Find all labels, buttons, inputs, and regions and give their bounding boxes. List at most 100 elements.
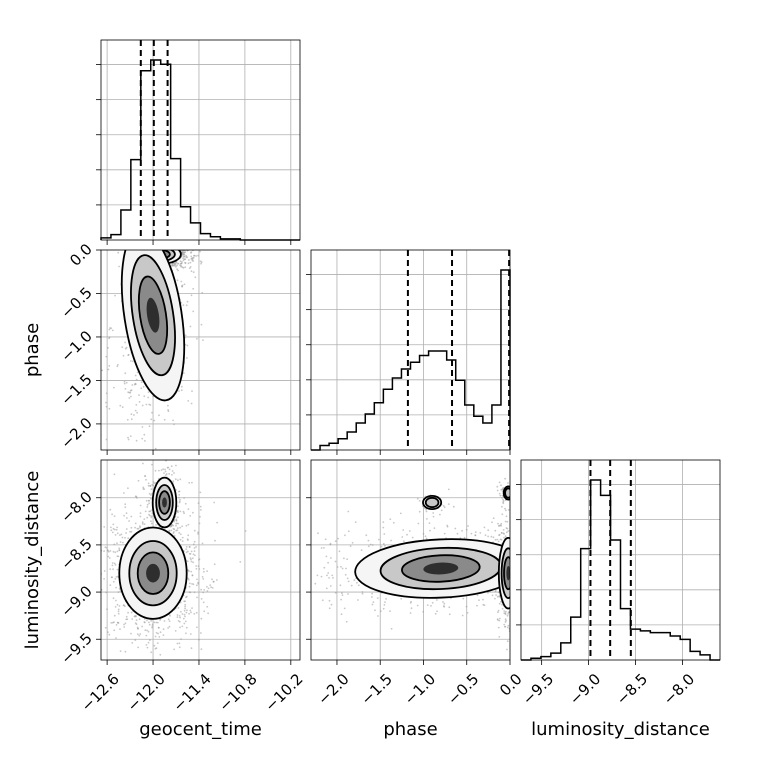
sample-point — [523, 580, 525, 582]
sample-point — [103, 570, 106, 572]
sample-point — [214, 539, 216, 542]
sample-point — [183, 248, 185, 250]
panel-frame-luminosity_distance-phase — [310, 459, 511, 661]
sample-point — [497, 540, 500, 543]
sample-point — [516, 563, 518, 565]
sample-point — [92, 562, 94, 564]
sample-point — [512, 602, 514, 604]
sample-point — [516, 639, 518, 641]
sample-point — [138, 394, 140, 396]
sample-point — [498, 595, 501, 598]
sample-point — [115, 624, 118, 626]
sample-point — [168, 242, 170, 244]
sample-point — [211, 587, 214, 589]
sample-point — [340, 598, 342, 601]
sample-point — [206, 590, 209, 592]
sample-point — [207, 587, 210, 590]
sample-point — [168, 468, 171, 471]
sample-point — [165, 248, 167, 250]
sample-point — [369, 543, 372, 546]
sample-point — [167, 410, 170, 413]
sample-point — [157, 207, 159, 209]
sample-point — [190, 570, 193, 573]
sample-point — [340, 613, 343, 616]
sample-point — [148, 246, 150, 248]
sample-point — [137, 217, 139, 219]
density-level-3-0 — [423, 562, 459, 575]
sample-point — [512, 605, 514, 607]
sample-point — [533, 538, 535, 540]
sample-point — [206, 585, 208, 588]
sample-point — [510, 504, 512, 506]
sample-point — [157, 237, 159, 239]
sample-point — [108, 328, 111, 331]
sample-point — [188, 591, 191, 594]
sample-point — [511, 623, 513, 625]
sample-point — [124, 347, 127, 350]
sample-point — [502, 532, 505, 535]
sample-point — [147, 484, 150, 487]
sample-point — [89, 569, 91, 571]
sample-point — [148, 241, 150, 243]
sample-point — [505, 619, 507, 622]
sample-point — [182, 510, 185, 513]
y-tick-label-phase: −1.5 — [57, 371, 95, 409]
sample-point — [184, 245, 186, 247]
sample-point — [151, 248, 153, 250]
sample-point — [150, 620, 153, 622]
sample-point — [383, 604, 386, 606]
sample-point — [111, 564, 114, 567]
sample-point — [167, 246, 169, 248]
sample-point — [125, 381, 128, 384]
sample-point — [434, 612, 437, 615]
sample-point — [512, 615, 514, 617]
sample-point — [176, 529, 179, 531]
sample-point — [515, 569, 517, 571]
y-tick-label-luminosity_distance: −8.0 — [57, 488, 95, 526]
sample-point — [174, 212, 176, 214]
sample-point — [281, 570, 283, 572]
sample-point — [510, 562, 512, 564]
sample-point — [511, 575, 513, 577]
sample-point — [116, 603, 119, 606]
sample-point — [127, 354, 130, 357]
sample-point — [518, 528, 520, 530]
sample-point — [492, 517, 495, 520]
sample-point — [340, 565, 342, 568]
sample-point — [137, 646, 140, 649]
density-phase-geocent_time — [120, 250, 186, 402]
sample-point — [410, 607, 413, 610]
sample-point — [115, 586, 117, 589]
sample-point — [502, 487, 505, 489]
sample-point — [525, 552, 527, 554]
sample-point — [511, 597, 513, 599]
sample-point — [510, 591, 512, 593]
sample-point — [143, 395, 146, 398]
sample-point — [497, 522, 499, 525]
sample-point — [126, 672, 128, 674]
sample-point — [141, 426, 144, 428]
sample-point — [116, 365, 119, 368]
sample-point — [515, 612, 517, 614]
sample-point — [484, 534, 487, 536]
sample-point — [197, 582, 200, 585]
sample-point — [200, 509, 202, 511]
sample-point — [124, 537, 126, 539]
sample-point — [511, 570, 513, 572]
sample-point — [524, 557, 526, 559]
sample-point — [177, 269, 180, 272]
sample-point — [144, 440, 146, 442]
sample-point — [112, 597, 115, 600]
sample-point — [164, 248, 166, 250]
sample-point — [326, 574, 328, 577]
sample-point — [175, 246, 177, 248]
sample-point — [138, 401, 141, 403]
sample-point — [141, 245, 143, 247]
sample-point — [150, 520, 152, 523]
sample-point — [176, 264, 178, 267]
sample-point — [144, 149, 146, 151]
sample-point — [506, 520, 509, 523]
sample-point — [487, 591, 489, 594]
sample-point — [338, 550, 341, 553]
sample-point — [188, 585, 191, 588]
